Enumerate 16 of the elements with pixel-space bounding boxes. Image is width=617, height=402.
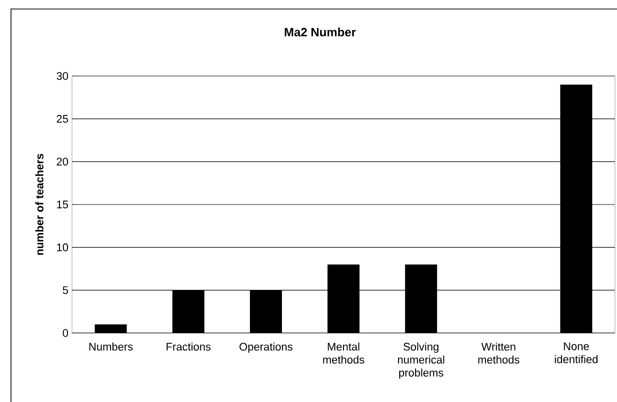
- x-tick-label: None identified: [554, 342, 598, 364]
- y-tick-label: 15: [57, 200, 68, 208]
- y-tick-label: 10: [57, 243, 68, 252]
- y-tick-label: 25: [56, 114, 68, 123]
- y-tick-label: 20: [56, 158, 68, 166]
- x-tick-label: Mental methods: [323, 342, 364, 364]
- x-tick-label: Written methods: [478, 342, 520, 364]
- chart-title: Ma2 Number: [284, 28, 356, 36]
- y-tick-label: 5: [62, 286, 68, 294]
- x-tick-label: Operations: [240, 342, 292, 353]
- y-tick-label: 30: [56, 72, 68, 80]
- y-tick-label: 0: [62, 329, 68, 337]
- x-tick-label: Fractions: [166, 342, 211, 351]
- y-axis-title: number of teachers: [35, 154, 44, 255]
- x-tick-label: Solving numerical problems: [398, 342, 444, 379]
- x-tick-label: Numbers: [89, 342, 133, 351]
